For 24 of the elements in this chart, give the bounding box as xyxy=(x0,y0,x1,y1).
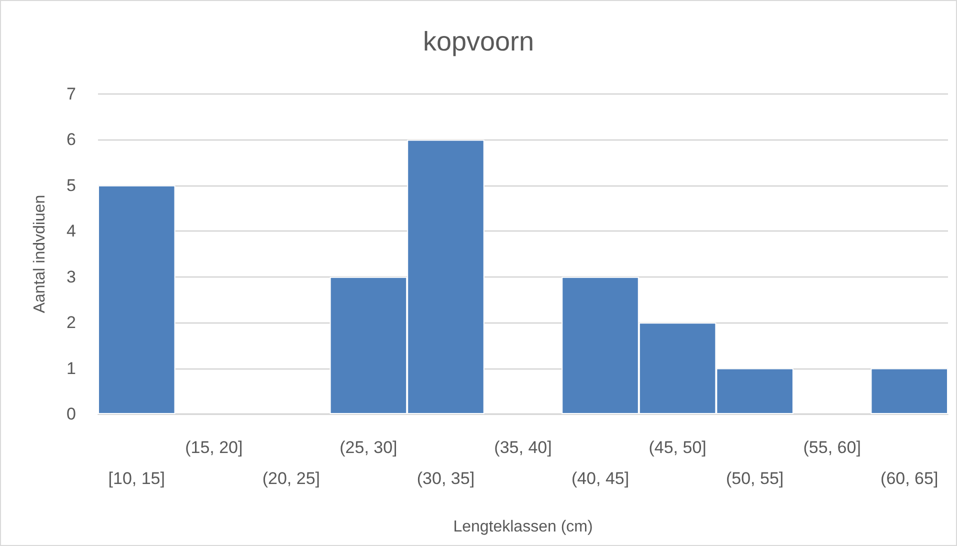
y-axis-title: Aantal indvdiuen xyxy=(32,194,48,314)
x-axis-title: Lengteklassen (cm) xyxy=(453,518,593,536)
x-tick-label: (25, 30] xyxy=(340,438,398,457)
x-tick-label: (30, 35] xyxy=(416,469,475,488)
x-tick-label: (50, 55] xyxy=(726,469,784,488)
y-tick-label: 1 xyxy=(66,358,76,378)
x-tick-label: [10, 15] xyxy=(108,469,165,488)
x-tick-label: (40, 45] xyxy=(571,469,630,488)
y-tick-label: 3 xyxy=(66,267,76,286)
x-tick-label: (20, 25] xyxy=(262,469,320,488)
x-tick-label: (15, 20] xyxy=(185,438,243,457)
chart-title: kopvoorn xyxy=(422,26,534,56)
x-tick-label: (45, 50] xyxy=(648,438,706,457)
x-tick-label: (35, 40] xyxy=(494,438,552,457)
y-tick-label: 2 xyxy=(66,313,76,332)
y-tick-label: 7 xyxy=(66,84,76,104)
y-tick-label: 0 xyxy=(66,404,76,424)
x-tick-label: (60, 65] xyxy=(880,469,938,488)
bar xyxy=(870,368,948,414)
y-tick-label: 6 xyxy=(66,130,76,150)
y-tick-label: 5 xyxy=(66,176,76,195)
bar xyxy=(98,185,176,414)
y-tick-label: 4 xyxy=(66,222,76,241)
x-tick-label: (55, 60] xyxy=(803,438,861,457)
